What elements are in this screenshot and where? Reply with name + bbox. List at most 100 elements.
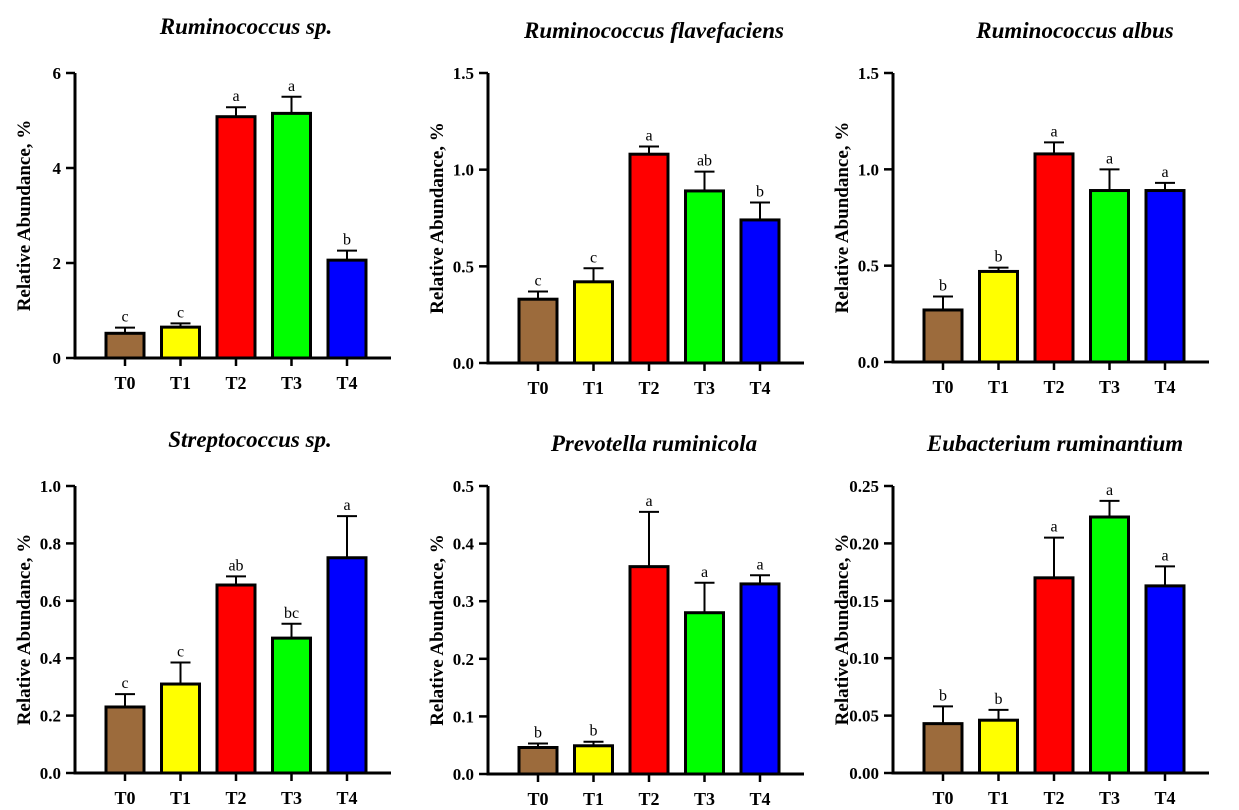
bar-T3 (684, 189, 725, 365)
x-tick-label: T0 (114, 788, 135, 808)
y-axis-label: Relative Abundance, % (832, 534, 853, 726)
y-tick-label: 4 (53, 159, 62, 178)
y-tick-label: 0.10 (849, 649, 879, 668)
x-tick-label: T3 (281, 788, 302, 808)
significance-letter: a (701, 564, 708, 581)
y-tick-label: 0.0 (858, 353, 879, 372)
x-tick-label: T2 (638, 378, 659, 398)
bar-T4 (326, 556, 368, 775)
chart-panel-3: Ruminococcus albus Relative Abundance, % b… (832, 18, 1209, 397)
y-tick-label: 0.2 (453, 650, 474, 669)
chart-panel-5: Prevotella ruminicola Relative Abundance,… (427, 431, 804, 809)
chart-title: Ruminococcus sp. (159, 14, 333, 39)
significance-letter: a (343, 497, 350, 514)
significance-letter: a (1161, 164, 1168, 181)
y-tick-label: 0.4 (453, 535, 475, 554)
bar-T3 (271, 636, 312, 775)
x-tick-label: T4 (336, 373, 357, 393)
x-tick-label: T4 (1154, 377, 1175, 397)
x-tick-label: T0 (527, 378, 548, 398)
x-tick-label: T0 (527, 789, 548, 809)
significance-letter: a (1106, 150, 1113, 167)
significance-letter: c (534, 272, 541, 289)
x-tick-label: T1 (988, 788, 1009, 808)
chart-panel-1: Ruminococcus sp. Relative Abundance, % c T0… (14, 14, 391, 393)
bar-T1 (573, 280, 614, 365)
significance-letter: a (645, 127, 652, 144)
x-tick-label: T3 (1099, 788, 1120, 808)
y-tick-label: 2 (53, 254, 62, 273)
bar-T4 (1144, 584, 1186, 775)
significance-letter: b (939, 277, 947, 294)
y-tick-label: 0.00 (849, 764, 879, 783)
bar-T0 (517, 297, 559, 365)
y-axis-label: Relative Abundance, % (427, 534, 448, 726)
bar-T2 (215, 583, 257, 775)
x-tick-label: T0 (932, 377, 953, 397)
y-tick-label: 6 (53, 64, 62, 83)
y-tick-label: 0.0 (453, 354, 474, 373)
y-tick-label: 1.5 (453, 64, 474, 83)
x-tick-label: T2 (1043, 377, 1064, 397)
bar-T4 (326, 258, 368, 360)
y-tick-label: 0.1 (453, 707, 474, 726)
y-tick-label: 0.25 (849, 477, 879, 496)
y-tick-label: 0.2 (40, 707, 61, 726)
x-tick-label: T1 (583, 378, 604, 398)
y-tick-label: 1.5 (858, 64, 879, 83)
x-tick-label: T4 (336, 788, 357, 808)
y-tick-label: 0.5 (858, 257, 879, 276)
bar-T3 (271, 111, 312, 360)
significance-letter: a (1050, 519, 1057, 536)
significance-letter: a (1106, 482, 1113, 499)
significance-letter: c (590, 249, 597, 266)
bar-T4 (1144, 189, 1186, 364)
y-tick-label: 0.05 (849, 707, 879, 726)
x-tick-label: T3 (694, 378, 715, 398)
y-tick-label: 0.5 (453, 477, 474, 496)
x-tick-label: T2 (1043, 788, 1064, 808)
y-tick-label: 0.0 (453, 765, 474, 784)
x-tick-label: T4 (1154, 788, 1175, 808)
y-tick-label: 0.3 (453, 592, 474, 611)
significance-letter: b (756, 184, 764, 201)
y-tick-label: 0.15 (849, 592, 879, 611)
chart-title: Prevotella ruminicola (550, 431, 757, 456)
significance-letter: ab (228, 557, 243, 574)
chart-panel-4: Streptococcus sp. Relative Abundance, % c T… (14, 427, 391, 808)
bar-T2 (1033, 152, 1075, 364)
chart-title: Ruminococcus albus (975, 18, 1174, 43)
y-tick-label: 0.0 (40, 764, 61, 783)
bar-T4 (739, 218, 781, 365)
bar-T1 (978, 718, 1019, 775)
y-tick-label: 0 (53, 349, 62, 368)
x-tick-label: T2 (225, 788, 246, 808)
significance-letter: a (756, 556, 763, 573)
bar-T1 (573, 744, 614, 776)
y-tick-label: 0.4 (40, 649, 62, 668)
y-axis-label: Relative Abundance, % (427, 122, 448, 314)
x-tick-label: T3 (694, 789, 715, 809)
bar-T0 (517, 746, 559, 776)
significance-letter: bc (284, 605, 299, 622)
x-tick-label: T1 (988, 377, 1009, 397)
significance-letter: b (534, 724, 542, 741)
bar-T0 (104, 331, 146, 360)
significance-letter: a (1161, 547, 1168, 564)
x-tick-label: T0 (932, 788, 953, 808)
y-tick-label: 1.0 (40, 477, 61, 496)
y-tick-label: 0.8 (40, 534, 61, 553)
bar-T1 (160, 325, 201, 360)
significance-letter: c (121, 675, 128, 692)
significance-letter: a (1050, 123, 1057, 140)
significance-letter: a (288, 78, 295, 95)
bar-T0 (922, 308, 964, 364)
x-tick-label: T2 (638, 789, 659, 809)
chart-title: Streptococcus sp. (168, 427, 332, 452)
significance-letter: b (343, 232, 351, 249)
significance-letter: a (232, 88, 239, 105)
chart-panel-6: Eubacterium ruminantium Relative Abundanc… (832, 431, 1209, 808)
y-tick-label: 1.0 (858, 160, 879, 179)
bar-T1 (978, 269, 1019, 364)
